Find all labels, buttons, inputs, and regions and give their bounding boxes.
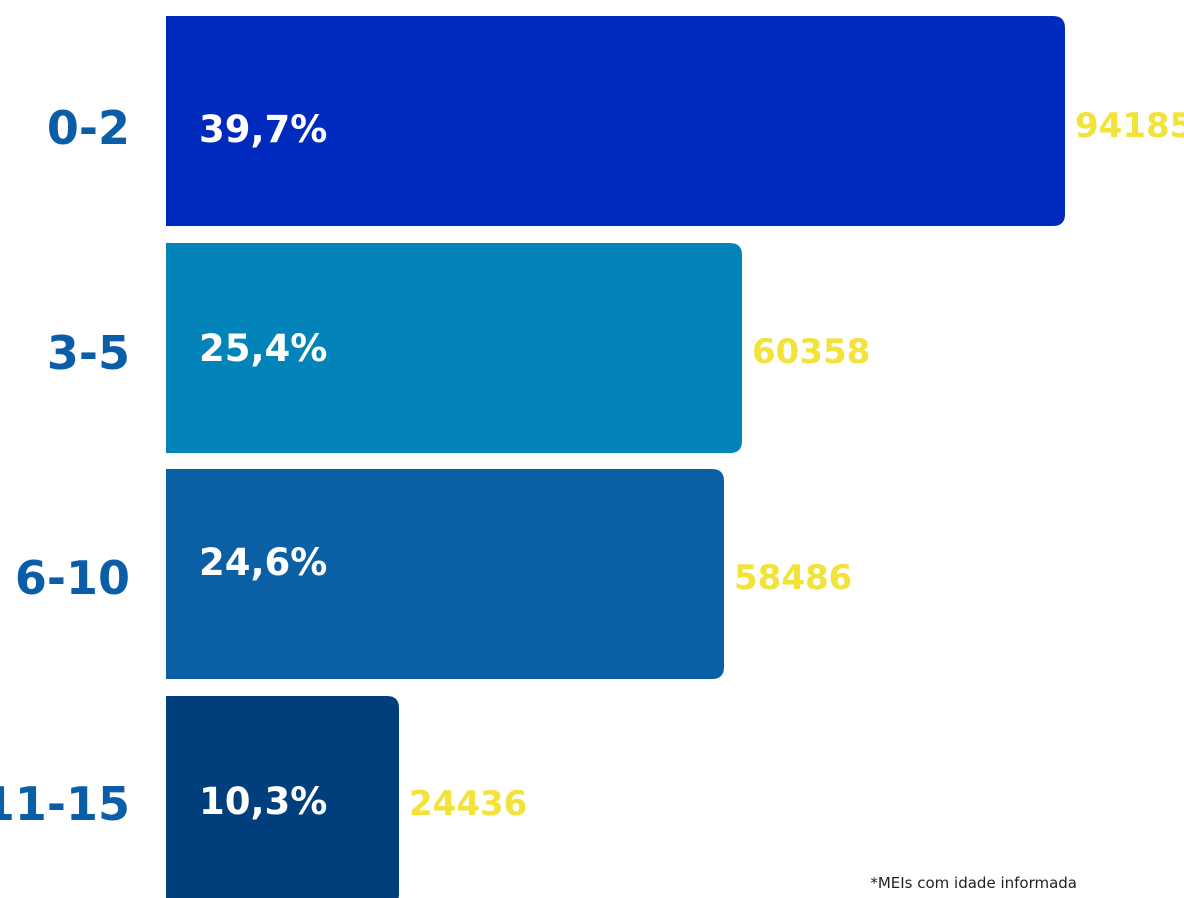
- category-label: 6-10: [15, 551, 130, 605]
- category-label: 0-2: [47, 101, 130, 155]
- percent-label: 25,4%: [199, 327, 327, 370]
- percent-label: 24,6%: [199, 541, 327, 584]
- bar-6-10: [166, 469, 724, 679]
- value-label: 24436: [409, 784, 527, 824]
- value-label: 94185: [1075, 106, 1184, 146]
- bar-11-15: [166, 696, 399, 898]
- footnote: *MEIs com idade informada: [870, 874, 1077, 892]
- bar-3-5: [166, 243, 742, 453]
- value-label: 60358: [752, 332, 870, 372]
- percent-label: 10,3%: [199, 780, 327, 823]
- percent-label: 39,7%: [199, 108, 327, 151]
- bar-0-2: [166, 16, 1065, 226]
- category-label: 3-5: [47, 326, 130, 380]
- category-label: 11-15: [0, 777, 130, 831]
- value-label: 58486: [734, 558, 852, 598]
